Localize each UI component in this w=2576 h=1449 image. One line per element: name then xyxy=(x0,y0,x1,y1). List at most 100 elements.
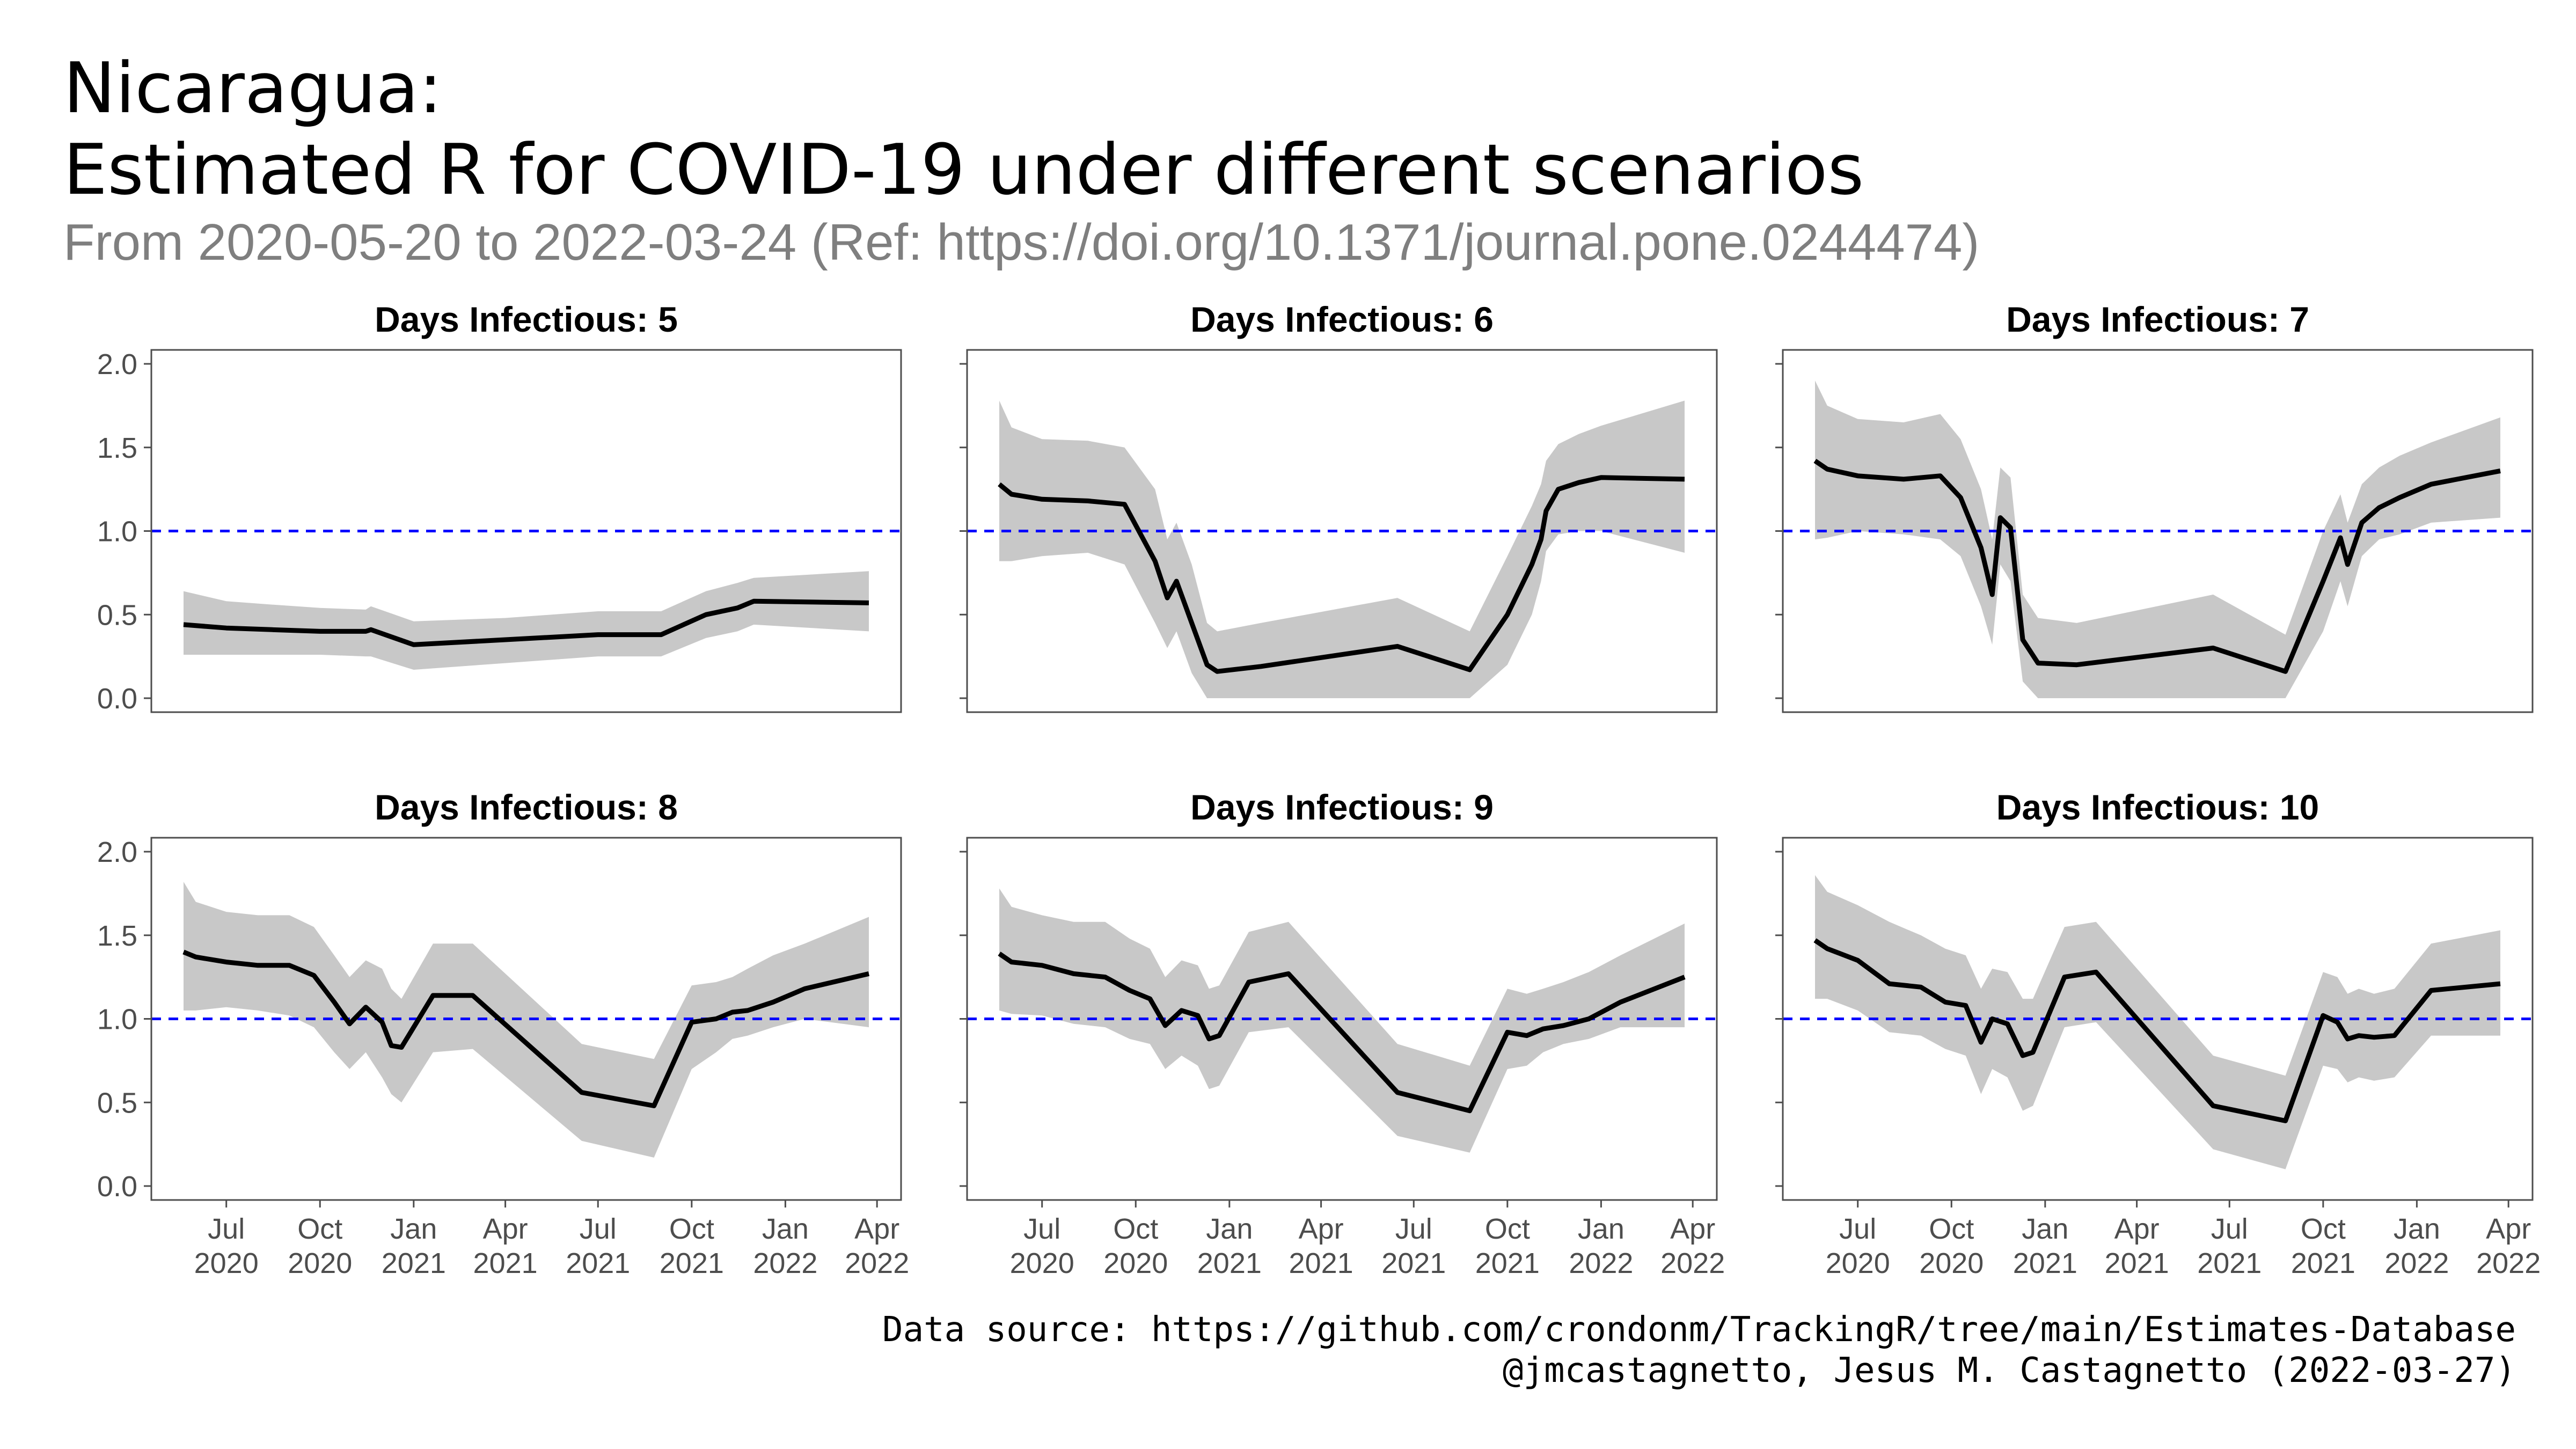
x-tick-label: Jul 2020 xyxy=(194,1213,259,1279)
y-tick-label: 1.5 xyxy=(97,920,137,952)
y-tick-label: 2.0 xyxy=(97,836,137,868)
x-tick-year: 2020 xyxy=(1103,1247,1168,1279)
panel-title: Days Infectious: 7 xyxy=(2006,299,2309,339)
x-tick-label: Apr 2021 xyxy=(2105,1213,2169,1279)
x-tick-label: Oct 2020 xyxy=(1103,1213,1168,1279)
estimate-line xyxy=(1813,938,2501,1123)
x-tick-label: Jul 2021 xyxy=(566,1213,630,1279)
caption: Data source: https://github.com/crondonm… xyxy=(882,1309,2516,1391)
x-tick-month: Apr xyxy=(854,1213,899,1245)
x-tick-month: Jan xyxy=(1206,1213,1253,1245)
x-tick-label: Jan 2022 xyxy=(753,1213,817,1279)
y-tick-label: 1.5 xyxy=(97,432,137,464)
x-tick-label: Jul 2021 xyxy=(1381,1213,1446,1279)
confidence-ribbon xyxy=(1815,380,2500,698)
confidence-ribbon xyxy=(999,888,1685,1153)
estimate-line xyxy=(182,949,870,1108)
x-tick-year: 2020 xyxy=(1826,1247,1890,1279)
x-tick-label: Oct 2020 xyxy=(1919,1213,1984,1279)
panel-title: Days Infectious: 10 xyxy=(1996,787,2319,827)
x-tick-year: 2020 xyxy=(194,1247,259,1279)
estimate-line xyxy=(1813,458,2501,674)
x-tick-year: 2021 xyxy=(2105,1247,2169,1279)
caption-source: Data source: https://github.com/crondonm… xyxy=(882,1310,2516,1350)
x-tick-month: Jan xyxy=(2022,1213,2068,1245)
x-tick-label: Apr 2022 xyxy=(845,1213,909,1279)
x-tick-month: Apr xyxy=(1299,1213,1344,1245)
y-tick-label: 0.5 xyxy=(97,599,137,631)
x-tick-year: 2021 xyxy=(660,1247,724,1279)
x-tick-year: 2021 xyxy=(1197,1247,1262,1279)
x-tick-label: Jul 2020 xyxy=(1826,1213,1890,1279)
x-tick-year: 2021 xyxy=(1289,1247,1353,1279)
y-tick-label: 1.0 xyxy=(97,1004,137,1036)
facet-panel: Days Infectious: 6 xyxy=(960,299,1718,713)
x-tick-month: Apr xyxy=(2486,1213,2531,1245)
x-tick-year: 2021 xyxy=(473,1247,538,1279)
x-tick-month: Jul xyxy=(1023,1213,1060,1245)
y-tick-label: 0.5 xyxy=(97,1087,137,1119)
x-tick-label: Jan 2021 xyxy=(2013,1213,2077,1279)
x-tick-year: 2022 xyxy=(1660,1247,1725,1279)
x-tick-month: Jan xyxy=(762,1213,809,1245)
x-tick-month: Apr xyxy=(483,1213,528,1245)
x-tick-month: Jan xyxy=(390,1213,437,1245)
y-tick-label: 2.0 xyxy=(97,348,137,380)
x-tick-label: Jul 2020 xyxy=(1010,1213,1074,1279)
panel-title: Days Infectious: 5 xyxy=(375,299,678,339)
estimate-line xyxy=(998,475,1685,674)
x-tick-label: Oct 2020 xyxy=(288,1213,352,1279)
x-tick-year: 2022 xyxy=(845,1247,909,1279)
estimate-line xyxy=(183,598,869,647)
x-tick-label: Oct 2021 xyxy=(2291,1213,2355,1279)
chart-title: Nicaragua: Estimated R for COVID-19 unde… xyxy=(63,47,1864,210)
x-tick-year: 2022 xyxy=(753,1247,817,1279)
confidence-ribbon xyxy=(999,400,1685,698)
y-tick-label: 0.0 xyxy=(97,1170,137,1203)
x-tick-month: Oct xyxy=(1485,1213,1530,1245)
x-tick-year: 2021 xyxy=(2197,1247,2262,1279)
x-tick-year: 2020 xyxy=(1919,1247,1984,1279)
x-tick-label: Apr 2021 xyxy=(473,1213,538,1279)
x-tick-month: Jan xyxy=(2394,1213,2440,1245)
x-tick-label: Apr 2022 xyxy=(1660,1213,1725,1279)
x-tick-year: 2021 xyxy=(2013,1247,2077,1279)
panel-title: Days Infectious: 8 xyxy=(375,787,678,827)
x-tick-month: Jul xyxy=(2211,1213,2248,1245)
x-tick-month: Jan xyxy=(1578,1213,1624,1245)
x-tick-label: Jul 2021 xyxy=(2197,1213,2262,1279)
x-tick-year: 2021 xyxy=(1475,1247,1540,1279)
x-tick-label: Oct 2021 xyxy=(660,1213,724,1279)
title-line-2: Estimated R for COVID-19 under different… xyxy=(63,129,1864,210)
x-tick-month: Jul xyxy=(1395,1213,1432,1245)
x-tick-month: Oct xyxy=(1113,1213,1158,1245)
panel-title: Days Infectious: 9 xyxy=(1190,787,1494,827)
confidence-ribbon xyxy=(1815,875,2500,1169)
x-tick-year: 2020 xyxy=(288,1247,352,1279)
x-tick-month: Oct xyxy=(1929,1213,1974,1245)
facet-panel: Days Infectious: 5 0.0 0.5 1.0 1.5 2.0 xyxy=(97,299,902,715)
x-tick-year: 2021 xyxy=(1381,1247,1446,1279)
x-tick-month: Oct xyxy=(669,1213,714,1245)
x-tick-year: 2020 xyxy=(1010,1247,1074,1279)
x-tick-label: Apr 2021 xyxy=(1289,1213,1353,1279)
x-tick-label: Apr 2022 xyxy=(2476,1213,2541,1279)
y-tick-label: 0.0 xyxy=(97,683,137,715)
x-tick-month: Apr xyxy=(1670,1213,1715,1245)
x-tick-month: Jul xyxy=(1839,1213,1876,1245)
x-tick-label: Jan 2022 xyxy=(1569,1213,1633,1279)
x-tick-year: 2022 xyxy=(2476,1247,2541,1279)
confidence-ribbon xyxy=(184,571,869,670)
x-tick-month: Jul xyxy=(208,1213,245,1245)
x-tick-month: Oct xyxy=(297,1213,342,1245)
estimate-line xyxy=(998,952,1686,1114)
panel-title: Days Infectious: 6 xyxy=(1190,299,1494,339)
x-tick-label: Jan 2022 xyxy=(2384,1213,2449,1279)
x-tick-month: Oct xyxy=(2301,1213,2346,1245)
title-line-1: Nicaragua: xyxy=(63,47,442,129)
chart-subtitle: From 2020-05-20 to 2022-03-24 (Ref: http… xyxy=(63,214,1980,271)
x-tick-label: Jan 2021 xyxy=(1197,1213,1262,1279)
x-tick-year: 2022 xyxy=(1569,1247,1633,1279)
